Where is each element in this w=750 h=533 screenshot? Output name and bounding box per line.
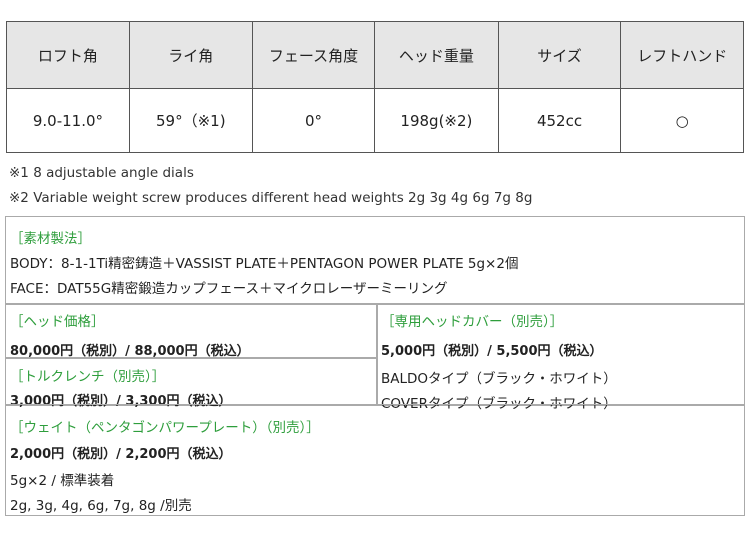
material-section: ［素材製法］ BODY：8-1-1Ti精密鋳造＋VASSIST PLATE＋PE…	[5, 216, 745, 305]
header-cell: レフトハンド	[620, 21, 744, 89]
header-cell: ロフト角	[6, 21, 130, 89]
header-cell: サイズ	[497, 21, 622, 89]
weight-optional: 2g, 3g, 4g, 6g, 7g, 8g /別売	[10, 498, 192, 514]
header-cell: フェース角度	[251, 21, 376, 89]
material-body: BODY：8-1-1Ti精密鋳造＋VASSIST PLATE＋PENTAGON …	[10, 256, 519, 272]
material-face: FACE：DAT55G精密鍛造カップフェース＋マイクロレーザーミーリング	[10, 281, 448, 297]
wrench-price: 3,000円（税別）/ 3,300円（税込）	[10, 394, 232, 409]
spec-header-row: ロフト角 ライ角 フェース角度 ヘッド重量 サイズ レフトハンド	[6, 21, 744, 89]
weight-price: 2,000円（税別）/ 2,200円（税込）	[10, 447, 232, 462]
header-cell: ヘッド重量	[374, 21, 499, 89]
weight-standard: 5g×2 / 標準装着	[10, 473, 115, 489]
spec-value-row: 9.0-11.0° 59°（※1) 0° 198g(※2) 452cc ○	[6, 88, 744, 153]
weight-section: ［ウェイト（ペンタゴンパワープレート）（別売）］ 2,000円（税別）/ 2,2…	[5, 404, 745, 516]
value-cell: 9.0-11.0°	[6, 88, 130, 153]
value-cell: 0°	[251, 88, 376, 153]
head-price-value: 80,000円（税別）/ 88,000円（税込）	[10, 344, 250, 359]
spec-table: ロフト角 ライ角 フェース角度 ヘッド重量 サイズ レフトハンド 9.0-11.…	[6, 21, 744, 153]
cover-price: 5,000円（税別）/ 5,500円（税込）	[381, 344, 603, 359]
note-1: ※1 8 adjustable angle dials	[9, 165, 194, 181]
material-title: ［素材製法］	[10, 231, 91, 247]
note-2: ※2 Variable weight screw produces differ…	[9, 190, 533, 206]
cover-section: ［専用ヘッドカバー（別売）］ 5,000円（税別）/ 5,500円（税込） BA…	[376, 303, 745, 412]
value-cell: 59°（※1)	[128, 88, 253, 153]
value-cell: 452cc	[497, 88, 622, 153]
head-price-title: ［ヘッド価格］	[10, 314, 105, 330]
value-cell: 198g(※2)	[374, 88, 499, 153]
wrench-section: ［トルクレンチ（別売）］ 3,000円（税別）/ 3,300円（税込）	[5, 357, 378, 409]
header-cell: ライ角	[128, 21, 253, 89]
weight-title: ［ウェイト（ペンタゴンパワープレート）（別売）］	[10, 420, 320, 436]
value-cell: ○	[620, 88, 744, 153]
cover-title: ［専用ヘッドカバー（別売）］	[381, 314, 564, 330]
cover-type: BALDOタイプ（ブラック・ホワイト）	[381, 371, 617, 387]
wrench-title: ［トルクレンチ（別売）］	[10, 369, 166, 385]
head-price-section: ［ヘッド価格］ 80,000円（税別）/ 88,000円（税込）	[5, 303, 378, 359]
